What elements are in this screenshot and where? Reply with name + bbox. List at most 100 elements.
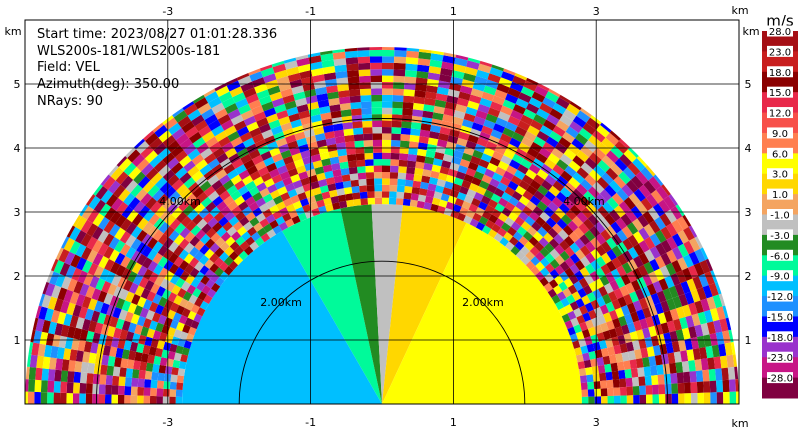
noise-cell bbox=[511, 190, 523, 201]
noise-cell bbox=[117, 338, 126, 350]
noise-cell bbox=[568, 177, 581, 189]
noise-cell bbox=[567, 284, 578, 295]
noise-cell bbox=[163, 381, 171, 390]
noise-cell bbox=[610, 145, 624, 159]
noise-cell bbox=[544, 263, 555, 273]
noise-cell bbox=[178, 249, 190, 261]
noise-cell bbox=[639, 385, 647, 395]
noise-cell bbox=[552, 102, 567, 115]
noise-cell bbox=[55, 273, 66, 288]
noise-cell bbox=[175, 277, 186, 288]
noise-cell bbox=[510, 245, 521, 256]
noise-cell bbox=[422, 169, 432, 178]
noise-cell bbox=[157, 314, 167, 325]
noise-cell bbox=[208, 190, 220, 202]
noise-cell bbox=[28, 366, 37, 380]
noise-cell bbox=[382, 114, 393, 121]
noise-cell bbox=[330, 110, 342, 119]
noise-cell bbox=[471, 176, 482, 187]
noise-cell bbox=[465, 140, 477, 150]
noise-cell bbox=[226, 80, 241, 92]
noise-cell bbox=[550, 212, 562, 224]
noise-cell bbox=[605, 271, 616, 283]
noise-cell bbox=[595, 244, 607, 257]
noise-cell bbox=[310, 153, 322, 163]
colorbar-label-bg bbox=[767, 127, 793, 139]
noise-cell bbox=[108, 223, 121, 237]
noise-cell bbox=[539, 247, 550, 258]
noise-cell bbox=[584, 140, 598, 153]
noise-cell bbox=[124, 395, 131, 404]
noise-cell bbox=[217, 114, 231, 126]
noise-cell bbox=[58, 335, 68, 349]
noise-cell bbox=[214, 130, 228, 142]
noise-cell bbox=[452, 116, 464, 126]
noise-cell bbox=[307, 101, 320, 111]
noise-cell bbox=[150, 379, 158, 389]
noise-cell bbox=[44, 344, 53, 358]
noise-cell bbox=[58, 248, 70, 263]
noise-cell bbox=[590, 299, 600, 310]
noise-cell bbox=[618, 369, 626, 380]
noise-cell bbox=[173, 245, 184, 257]
noise-cell bbox=[671, 393, 679, 404]
noise-cell bbox=[569, 204, 582, 217]
noise-cell bbox=[235, 164, 247, 175]
info-azimuth: Azimuth(deg): 350.00 bbox=[37, 77, 179, 92]
noise-cell bbox=[270, 189, 281, 200]
noise-cell bbox=[547, 227, 559, 239]
noise-cell bbox=[90, 342, 99, 354]
noise-cell bbox=[435, 185, 445, 194]
noise-cell bbox=[507, 87, 521, 99]
noise-cell bbox=[534, 241, 545, 252]
noise-cell bbox=[41, 319, 51, 334]
noise-cell bbox=[371, 101, 382, 108]
noise-cell bbox=[60, 381, 68, 393]
noise-cell bbox=[280, 149, 292, 160]
noise-cell bbox=[439, 74, 452, 83]
noise-cell bbox=[603, 282, 614, 294]
noise-cell bbox=[505, 121, 518, 132]
noise-cell bbox=[402, 198, 411, 207]
noise-cell bbox=[194, 271, 205, 282]
noise-cell bbox=[287, 167, 299, 177]
noise-cell bbox=[136, 343, 145, 354]
noise-cell bbox=[577, 287, 587, 299]
noise-cell bbox=[424, 195, 434, 204]
noise-cell bbox=[390, 146, 400, 154]
noise-cell bbox=[79, 382, 87, 394]
noise-cell bbox=[274, 180, 285, 190]
noise-cell bbox=[718, 343, 727, 357]
noise-cell bbox=[352, 121, 363, 129]
noise-cell bbox=[372, 126, 382, 134]
noise-cell bbox=[339, 102, 352, 111]
noise-cell bbox=[372, 139, 382, 147]
noise-cell bbox=[663, 195, 676, 210]
noise-cell bbox=[579, 321, 588, 332]
noise-cell bbox=[418, 136, 429, 144]
noise-cell bbox=[291, 215, 301, 225]
noise-cell bbox=[204, 269, 215, 279]
noise-cell bbox=[358, 62, 371, 70]
noise-cell bbox=[405, 57, 419, 65]
noise-cell bbox=[279, 170, 291, 181]
noise-cell bbox=[295, 185, 305, 195]
noise-cell bbox=[135, 188, 148, 202]
noise-cell bbox=[130, 313, 140, 325]
noise-cell bbox=[227, 108, 241, 120]
noise-cell bbox=[427, 183, 437, 192]
noise-cell bbox=[665, 262, 677, 276]
noise-cell bbox=[295, 54, 309, 61]
noise-cell bbox=[546, 114, 560, 126]
noise-cell bbox=[162, 248, 174, 260]
noise-cell bbox=[535, 152, 548, 164]
noise-cell bbox=[131, 153, 145, 167]
noise-cell bbox=[693, 262, 705, 277]
noise-cell bbox=[171, 336, 180, 346]
noise-cell bbox=[614, 326, 624, 337]
noise-cell bbox=[148, 346, 157, 356]
noise-cell bbox=[414, 90, 426, 98]
noise-cell bbox=[248, 99, 262, 110]
noise-cell bbox=[251, 105, 264, 116]
noise-cell bbox=[543, 232, 554, 243]
